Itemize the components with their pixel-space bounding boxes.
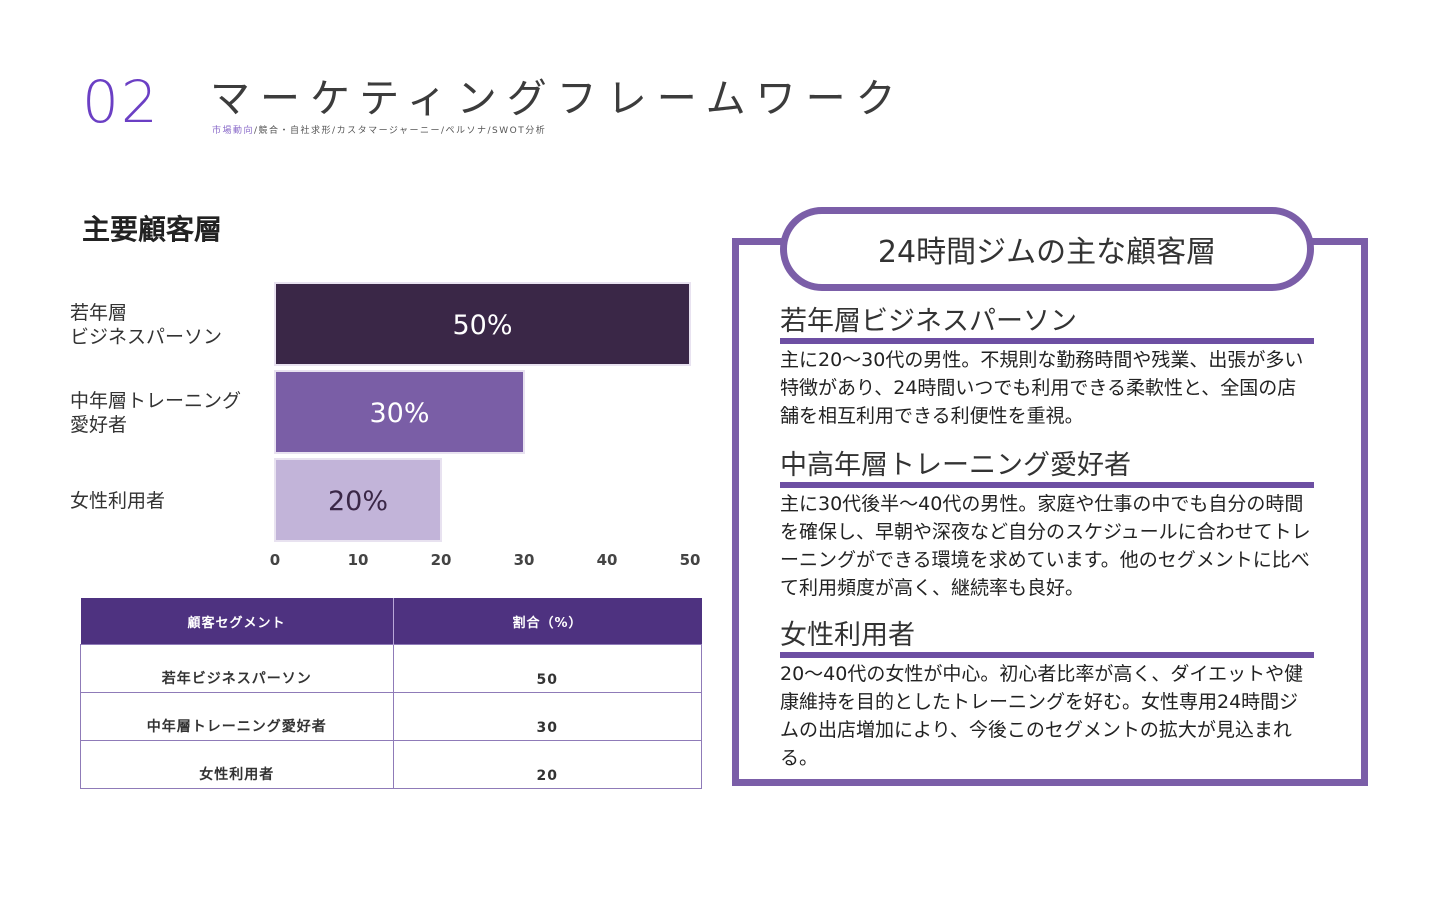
customer-panel (732, 238, 1368, 786)
customer-bar-chart: 50% 若年層ビジネスパーソン 30% 中年層トレーニング愛好者 20% 女性利用者 0 10… (70, 282, 701, 569)
table-cell-ratio: 30 (392, 692, 702, 741)
table-row: 女性利用者 20 (80, 740, 702, 789)
panel-segment-heading: 中高年層トレーニング愛好者 (780, 450, 1314, 488)
category-label: 若年層ビジネスパーソン (70, 302, 222, 348)
panel-segment: 若年層ビジネスパーソン 主に20〜30代の男性。不規則な勤務時間や残業、出張が多… (780, 306, 1314, 430)
table-cell-ratio: 20 (392, 740, 702, 789)
x-tick-label: 30 (514, 551, 535, 569)
table-row: 若年ビジネスパーソン 50 (80, 644, 702, 693)
category-label: 中年層トレーニング愛好者 (70, 390, 241, 436)
table-cell-segment: 中年層トレーニング愛好者 (80, 692, 394, 741)
panel-segment-heading: 若年層ビジネスパーソン (780, 306, 1314, 344)
category-label: 女性利用者 (70, 490, 165, 512)
panel-segment-body: 主に20〜30代の男性。不規則な勤務時間や残業、出張が多い特徴があり、24時間い… (780, 349, 1304, 427)
breadcrumb: 市場動向/競合・自社求形/カスタマージャーニー/ペルソナ/SWOT分析 (212, 123, 546, 136)
bar-data-label: 20% (328, 486, 388, 517)
table-header-ratio: 割合（%） (393, 598, 702, 645)
segment-table: 顧客セグメント 割合（%） 若年ビジネスパーソン 50 中年層トレーニング愛好者… (80, 598, 702, 789)
table-cell-segment: 女性利用者 (80, 740, 394, 789)
breadcrumb-active: 市場動向 (212, 126, 255, 136)
table-header-row: 顧客セグメント 割合（%） (80, 598, 702, 645)
table-cell-ratio: 50 (392, 644, 702, 693)
bar (274, 458, 442, 542)
x-tick-label: 0 (270, 551, 280, 569)
section-number: 02 (82, 68, 160, 136)
panel-segment: 中高年層トレーニング愛好者 主に30代後半〜40代の男性。家庭や仕事の中でも自分… (780, 450, 1314, 602)
bar (274, 370, 525, 454)
x-tick-label: 20 (431, 551, 452, 569)
panel-segment-body: 20〜40代の女性が中心。初心者比率が高く、ダイエットや健康維持を目的としたトレ… (780, 663, 1304, 769)
table-row: 中年層トレーニング愛好者 30 (80, 692, 702, 741)
bar (274, 282, 691, 366)
table-cell-segment: 若年ビジネスパーソン (80, 644, 394, 693)
bar-data-label: 30% (369, 398, 429, 429)
panel-segment: 女性利用者 20〜40代の女性が中心。初心者比率が高く、ダイエットや健康維持を目… (780, 620, 1314, 772)
panel-segment-body: 主に30代後半〜40代の男性。家庭や仕事の中でも自分の時間を確保し、早朝や深夜な… (780, 493, 1311, 599)
page-title: マーケティングフレームワーク (210, 76, 906, 122)
x-tick-label: 40 (597, 551, 618, 569)
panel-segment-heading: 女性利用者 (780, 620, 1314, 658)
chart-title: 主要顧客層 (82, 213, 223, 246)
x-tick-label: 10 (348, 551, 369, 569)
breadcrumb-rest: /競合・自社求形/カスタマージャーニー/ペルソナ/SWOT分析 (254, 126, 547, 136)
x-tick-label: 50 (680, 551, 701, 569)
table-header-segment: 顧客セグメント (80, 598, 394, 645)
bar-data-label: 50% (452, 310, 512, 341)
panel-title: 24時間ジムの主な顧客層 (780, 207, 1314, 291)
